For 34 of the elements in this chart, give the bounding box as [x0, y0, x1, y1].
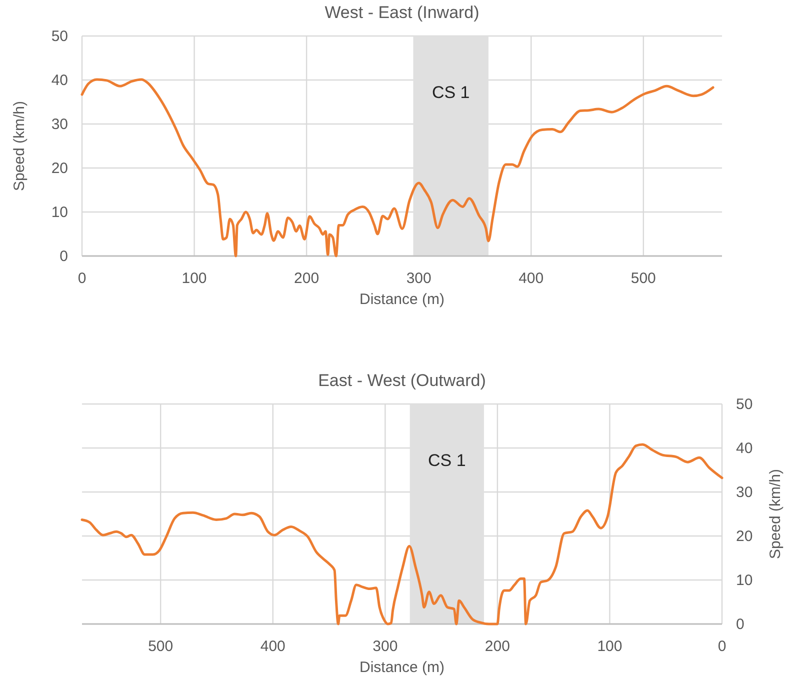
line-series [80, 78, 714, 258]
y2-tick-label: 10 [736, 572, 753, 589]
band-label: CS 1 [432, 83, 470, 102]
y2-tick-label: 0 [736, 616, 744, 633]
y2-tick-label: 40 [736, 440, 753, 457]
y-axis-title: Speed (km/h) [11, 100, 28, 192]
x-tick-label: 500 [148, 638, 174, 655]
y-tick-label: 20 [51, 160, 68, 177]
y2-tick-label: 50 [736, 396, 753, 413]
y-tick-label: 50 [51, 28, 68, 45]
y-tick-label: 30 [51, 116, 68, 133]
x-tick-label: 100 [182, 270, 207, 287]
line-series [80, 443, 724, 626]
y-tick-label: 40 [51, 72, 68, 89]
x-tick-label: 400 [260, 638, 286, 655]
chart-title: East - West (Outward) [318, 371, 486, 390]
y2-tick-label: 30 [736, 484, 753, 501]
y-tick-label: 10 [51, 204, 68, 221]
x-axis-title: Distance (m) [359, 659, 445, 676]
y2-tick-label: 20 [736, 528, 753, 545]
band-label: CS 1 [428, 451, 466, 470]
x-tick-label: 200 [294, 270, 320, 287]
x-tick-label: 300 [406, 270, 432, 287]
x-axis-title: Distance (m) [359, 291, 445, 308]
chart-title: West - East (Inward) [324, 3, 480, 22]
x-tick-label: 300 [372, 638, 398, 655]
x-tick-label: 200 [484, 638, 510, 655]
x-tick-label: 100 [597, 638, 622, 655]
x-tick-label: 0 [718, 638, 726, 655]
y-tick-label: 0 [60, 248, 68, 265]
x-tick-label: 500 [630, 270, 656, 287]
x-tick-label: 400 [518, 270, 544, 287]
x-tick-label: 0 [78, 270, 86, 287]
y2-axis-title: Speed (km/h) [767, 468, 784, 560]
